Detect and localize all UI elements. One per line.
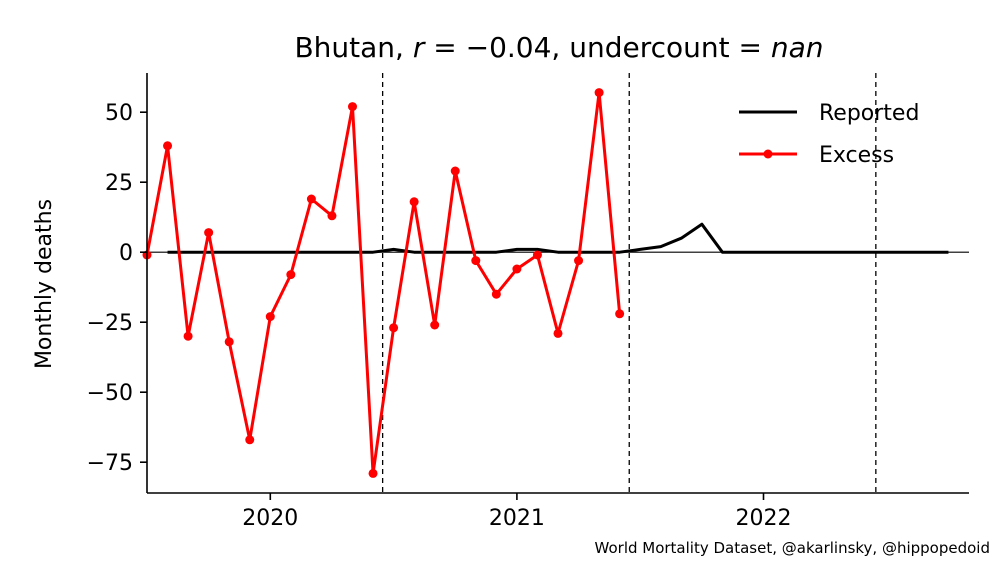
excess-point: [615, 309, 625, 319]
year-separator-lines: [381, 73, 877, 493]
excess-point: [204, 228, 214, 238]
excess-point: [368, 468, 378, 478]
excess-point: [574, 256, 584, 266]
excess-line: [145, 91, 622, 475]
y-axis-ticks: 50 25 0 −25 −50 −75: [87, 101, 147, 476]
legend-label: Excess: [819, 143, 894, 168]
legend: Reported Excess: [739, 101, 919, 168]
legend-item-excess: Excess: [739, 143, 894, 168]
excess-point: [183, 331, 193, 341]
excess-point: [491, 289, 501, 299]
x-tick-label: 2022: [736, 506, 792, 531]
excess-point: [450, 166, 460, 176]
x-tick-label: 2020: [242, 506, 298, 531]
excess-point: [286, 270, 296, 280]
y-tick-label: −50: [87, 381, 133, 406]
excess-point: [594, 88, 604, 98]
excess-point: [327, 211, 337, 221]
excess-point: [553, 328, 563, 338]
excess-deaths-chart: Bhutan, r = −0.04, undercount = nan 50 25…: [32, 31, 969, 531]
legend-marker: [763, 149, 773, 159]
excess-point: [409, 197, 419, 207]
excess-series: [142, 88, 625, 478]
reported-line: [167, 222, 949, 254]
excess-point: [245, 435, 255, 445]
x-tick-label: 2021: [489, 506, 545, 531]
chart-title: Bhutan, r = −0.04, undercount = nan: [294, 31, 823, 64]
source-footer: World Mortality Dataset, @akarlinsky, @h…: [594, 539, 990, 557]
excess-point: [163, 141, 173, 151]
excess-point: [430, 320, 440, 330]
excess-point: [224, 337, 234, 347]
x-axis-ticks: 2020 2021 2022: [242, 493, 792, 531]
excess-point: [512, 264, 522, 274]
excess-point: [265, 312, 275, 322]
excess-point: [348, 102, 357, 112]
excess-point: [389, 323, 399, 333]
reported-series: [167, 222, 949, 254]
excess-point: [306, 194, 316, 204]
y-tick-label: 50: [105, 101, 133, 126]
y-axis-label: Monthly deaths: [32, 199, 57, 369]
series-layer: [142, 88, 949, 478]
y-tick-label: 0: [119, 241, 133, 266]
y-tick-label: −75: [87, 451, 133, 476]
legend-item-reported: Reported: [739, 101, 919, 126]
y-tick-label: 25: [105, 171, 133, 196]
y-tick-label: −25: [87, 311, 133, 336]
legend-label: Reported: [819, 101, 919, 126]
excess-point: [471, 256, 481, 266]
excess-point: [532, 250, 542, 260]
